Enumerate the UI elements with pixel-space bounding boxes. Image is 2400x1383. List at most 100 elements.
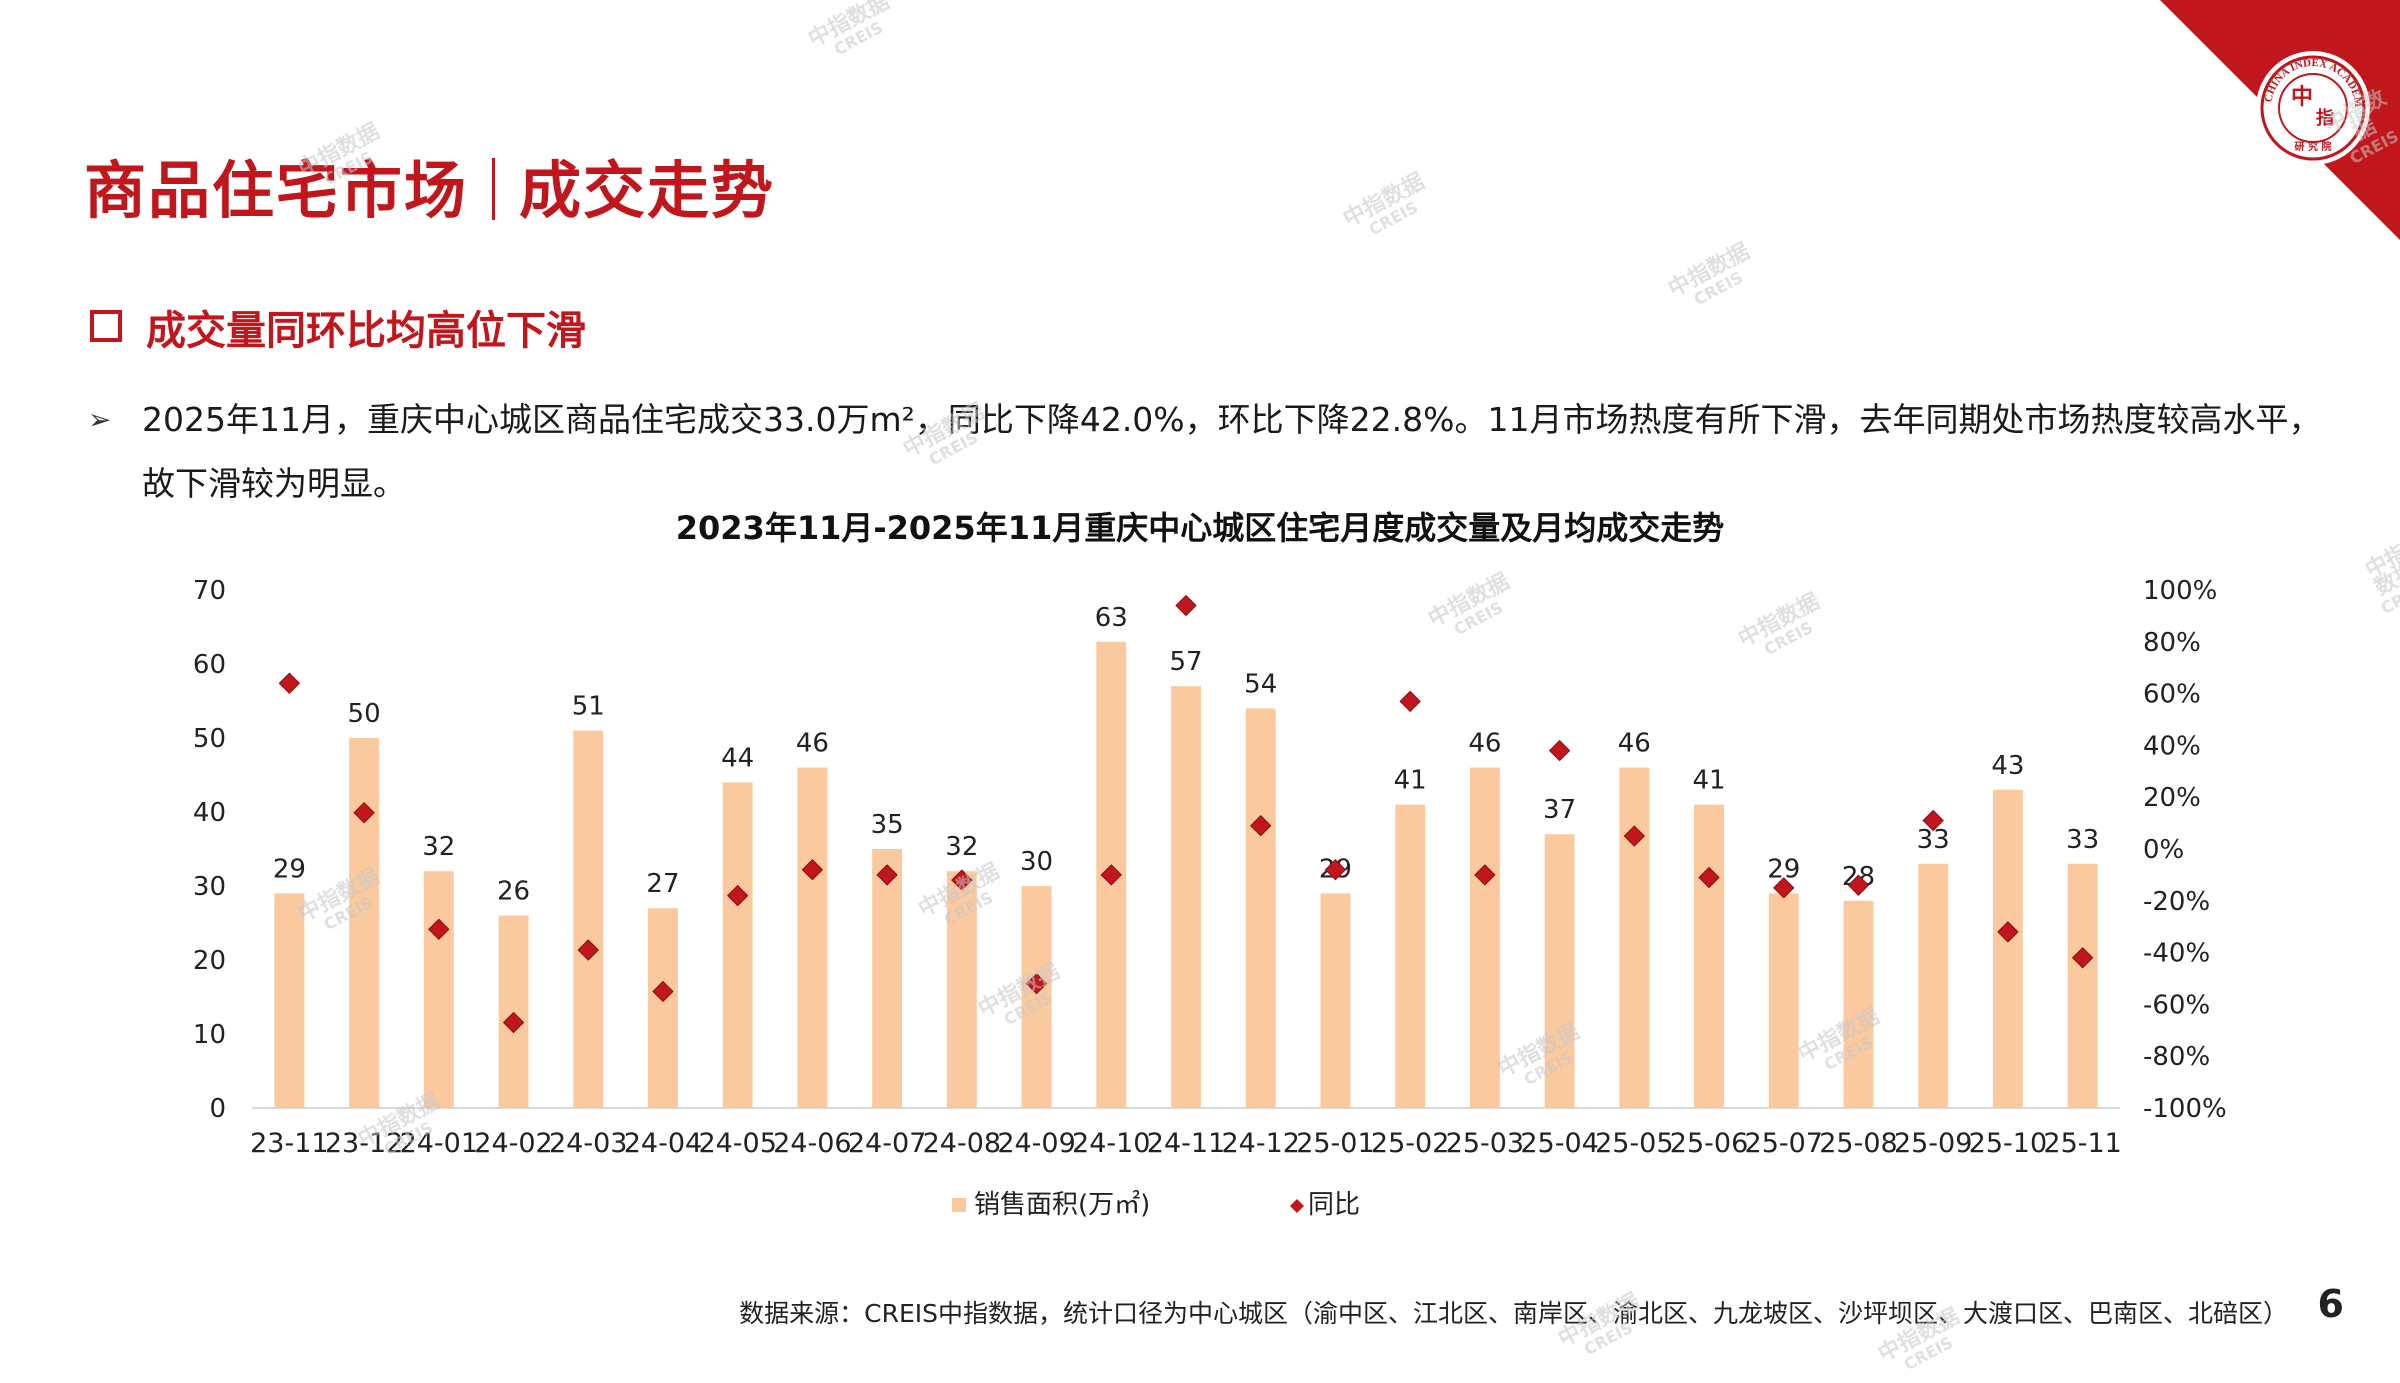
x-tick-label: 23-12 [325, 1128, 403, 1159]
bar-value-label: 46 [796, 729, 829, 759]
bar [1021, 886, 1052, 1108]
title-divider [492, 158, 496, 220]
legend-yoy-label: 同比 [1308, 1190, 1360, 1220]
x-tick-label: 24-10 [1072, 1128, 1150, 1159]
x-tick-label: 25-06 [1670, 1128, 1748, 1159]
yoy-point [502, 1011, 525, 1034]
x-tick-label: 24-07 [848, 1128, 926, 1159]
y-left-tick-label: 20 [193, 946, 226, 976]
legend-bar-label: 销售面积(万㎡) [974, 1190, 1150, 1220]
y-right-tick-label: 0% [2143, 835, 2184, 865]
bar-value-label: 29 [273, 854, 306, 884]
yoy-point [801, 859, 824, 881]
x-tick-label: 24-02 [474, 1128, 552, 1159]
corner-logo: CHINA INDEX ACADEMY 中 指 研 究 院 [2160, 0, 2400, 240]
bar-value-label: 32 [945, 832, 978, 862]
bar [349, 738, 380, 1108]
yoy-point [2071, 947, 2094, 969]
page-number: 6 [2317, 1282, 2344, 1326]
bar [722, 782, 753, 1108]
bar [1171, 686, 1201, 1108]
bar [946, 871, 977, 1108]
bar [1843, 900, 1874, 1108]
x-tick-label: 25-07 [1745, 1128, 1823, 1159]
x-tick-label: 24-05 [698, 1128, 776, 1159]
bar-value-label: 50 [348, 699, 381, 729]
bar [872, 849, 903, 1108]
yoy-point [1847, 874, 1870, 896]
x-tick-label: 25-01 [1296, 1128, 1374, 1159]
x-tick-label: 24-12 [1221, 1128, 1299, 1159]
y-right-tick-label: 80% [2143, 628, 2201, 658]
x-tick-label: 25-04 [1520, 1128, 1598, 1159]
bar [1694, 804, 1724, 1108]
x-tick-label: 25-02 [1371, 1128, 1449, 1159]
logo-badge [2256, 51, 2370, 165]
yoy-point [1399, 690, 1421, 713]
y-right-tick-label: -80% [2143, 1042, 2210, 1072]
bar-value-label: 41 [1394, 766, 1427, 796]
y-left-tick-label: 0 [209, 1094, 226, 1124]
bar [423, 871, 454, 1108]
y-right-tick-label: 20% [2143, 783, 2201, 813]
yoy-point [1623, 825, 1646, 847]
arrow-bullet-icon: ➢ [88, 403, 112, 436]
y-left-tick-label: 70 [193, 576, 226, 606]
bar-value-label: 26 [497, 877, 530, 907]
checkbox-square-icon [90, 310, 122, 342]
bar-value-label: 27 [646, 869, 679, 899]
bar [573, 730, 604, 1108]
data-source-note: 数据来源：CREIS中指数据，统计口径为中心城区（渝中区、江北区、南岸区、渝北区… [739, 1299, 2288, 1328]
bar-value-label: 44 [721, 743, 754, 773]
legend-yoy-swatch [1290, 1199, 1304, 1213]
yoy-point [1997, 921, 2019, 943]
bar-value-label: 37 [1543, 795, 1576, 825]
section-heading: 成交量同环比均高位下滑 [90, 298, 586, 356]
page-title-left: 商品住宅市场 [84, 154, 469, 227]
bar-value-label: 57 [1169, 647, 1202, 677]
y-right-tick-label: -100% [2143, 1094, 2227, 1124]
x-tick-label: 25-11 [2043, 1128, 2121, 1159]
y-right-tick-label: 100% [2143, 576, 2217, 606]
y-left-tick-label: 30 [193, 872, 226, 902]
bar [1768, 893, 1799, 1108]
summary-text: 2025年11月，重庆中心城区商品住宅成交33.0万m²，同比下降42.0%，环… [142, 400, 2322, 503]
x-tick-label: 24-09 [997, 1128, 1075, 1159]
x-tick-label: 24-03 [549, 1128, 627, 1159]
y-right-tick-label: 60% [2143, 680, 2201, 710]
bar-value-label: 33 [2066, 825, 2099, 855]
yoy-point [278, 672, 301, 694]
yoy-point [353, 802, 375, 824]
bar-value-label: 35 [871, 810, 904, 840]
bar [797, 767, 828, 1108]
logo-ring [2260, 55, 2366, 161]
x-tick-label: 25-05 [1595, 1128, 1673, 1159]
yoy-point [1175, 594, 1197, 617]
yoy-point [951, 869, 973, 891]
x-tick-label: 25-10 [1969, 1128, 2047, 1159]
bar [648, 908, 678, 1108]
bar [1619, 767, 1650, 1108]
yoy-point [1922, 809, 1944, 832]
bar [1992, 789, 2023, 1108]
y-right-tick-label: -40% [2143, 939, 2210, 969]
bar-value-label: 30 [1020, 847, 1053, 877]
bar [498, 915, 529, 1108]
yoy-point [876, 864, 898, 886]
yoy-point [726, 884, 749, 907]
bar-value-label: 43 [1991, 751, 2024, 781]
yoy-point [428, 918, 450, 940]
bar-value-label: 46 [1618, 729, 1651, 759]
y-left-tick-label: 50 [193, 724, 226, 754]
bar [1918, 863, 1949, 1108]
y-right-tick-label: -20% [2143, 887, 2210, 917]
logo-char-2: 指 [2316, 107, 2334, 129]
x-tick-label: 25-03 [1446, 1128, 1524, 1159]
page-title: 商品住宅市场 成交走势 [84, 140, 775, 230]
yoy-point [1324, 859, 1347, 881]
section-heading-text: 成交量同环比均高位下滑 [146, 308, 586, 354]
page-title-right: 成交走势 [519, 154, 776, 227]
x-tick-label: 23-11 [250, 1128, 328, 1159]
yoy-point [1698, 866, 1720, 889]
yoy-point [1474, 864, 1496, 886]
